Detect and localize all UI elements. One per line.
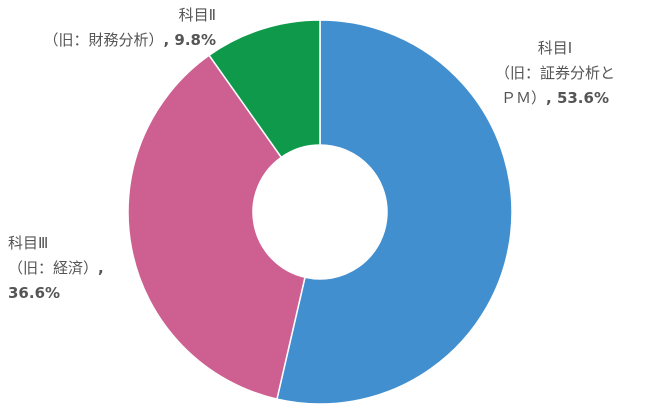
category-label: 科目Ⅲ （旧：経済）: [8, 234, 99, 277]
label-separator: ,: [546, 89, 557, 107]
value-label: 53.6%: [556, 89, 609, 107]
data-label: 科目Ⅲ （旧：経済）, 36.6%: [8, 231, 130, 306]
value-label: 9.8%: [174, 31, 216, 49]
label-separator: ,: [98, 259, 104, 277]
label-separator: ,: [163, 31, 175, 49]
value-label: 36.6%: [8, 284, 61, 302]
category-label: 科目Ⅱ （旧：財務分析）: [43, 6, 216, 49]
data-label: 科目Ⅱ （旧：財務分析）, 9.8%: [0, 3, 216, 53]
donut-slice: [208, 19, 321, 159]
category-label: 科目Ⅰ （旧：証券分析と ＰＭ）: [494, 39, 615, 107]
donut-slice: [127, 54, 306, 401]
data-label: 科目Ⅰ （旧：証券分析と ＰＭ）, 53.6%: [470, 36, 640, 111]
donut-slice: [276, 19, 513, 405]
